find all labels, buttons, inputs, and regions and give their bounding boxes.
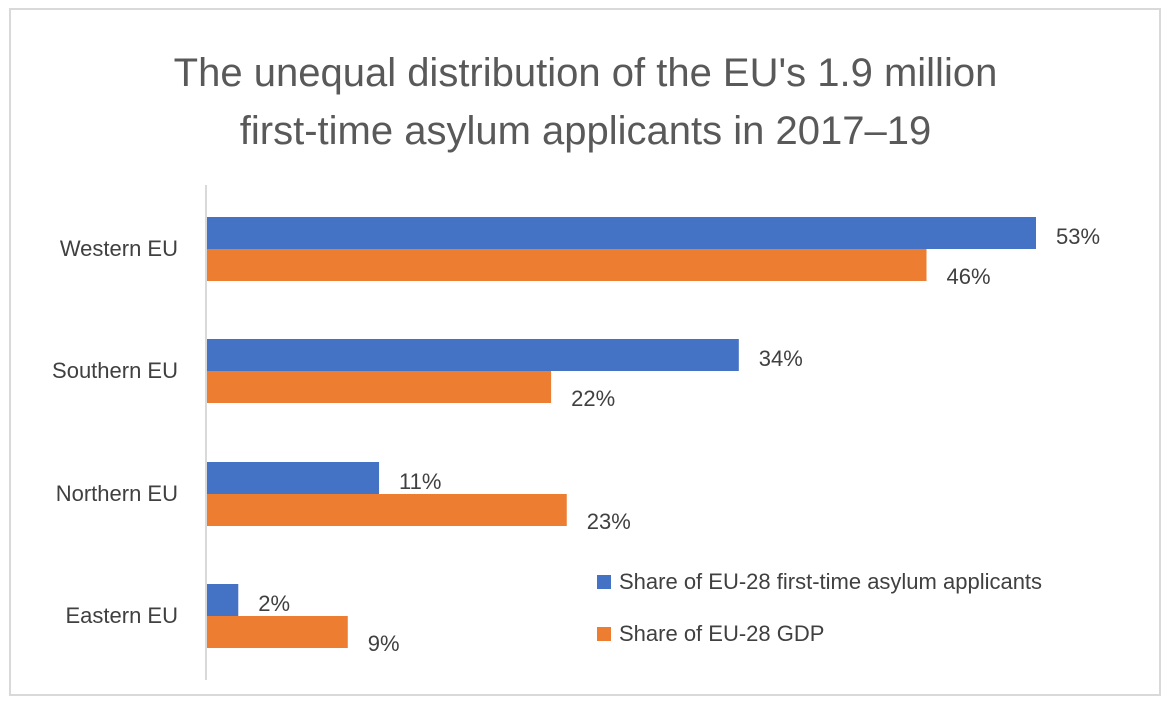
bar-southern-eu-series-2 [207,371,552,403]
data-label-western-eu-series-1: 53% [1056,224,1100,249]
legend-label-series-2: Share of EU-28 GDP [619,621,824,646]
bars-group: Western EU 53% 46% Southern EU 34% 22% Norther… [52,217,1100,656]
data-label-northern-eu-series-1: 11% [399,469,441,494]
legend: Share of EU-28 first-time asylum applica… [597,569,1042,646]
data-label-eastern-eu-series-1: 2% [258,591,290,616]
category-label-northern-eu: Northern EU [56,481,178,506]
data-label-western-eu-series-2: 46% [947,264,991,289]
legend-swatch-series-2 [597,627,611,641]
chart-title-line-2: first-time asylum applicants in 2017–19 [239,109,932,153]
data-label-eastern-eu-series-2: 9% [368,631,400,656]
chart-title-line-1: The unequal distribution of the EU's 1.9… [173,51,998,95]
legend-swatch-series-1 [597,575,611,589]
bar-southern-eu-series-1 [207,339,739,371]
data-label-southern-eu-series-2: 22% [571,386,615,411]
bar-western-eu-series-1 [207,217,1036,249]
bar-northern-eu-series-1 [207,462,380,494]
chart-title: The unequal distribution of the EU's 1.9… [0,44,1171,160]
bar-eastern-eu-series-1 [207,584,239,616]
data-label-southern-eu-series-1: 34% [759,346,803,371]
bar-western-eu-series-2 [207,249,927,281]
legend-label-series-1: Share of EU-28 first-time asylum applica… [619,569,1042,594]
bar-eastern-eu-series-2 [207,616,348,648]
category-label-western-eu: Western EU [60,236,178,261]
bar-northern-eu-series-2 [207,494,567,526]
category-label-southern-eu: Southern EU [52,358,178,383]
category-label-eastern-eu: Eastern EU [66,603,179,628]
data-label-northern-eu-series-2: 23% [587,509,631,534]
